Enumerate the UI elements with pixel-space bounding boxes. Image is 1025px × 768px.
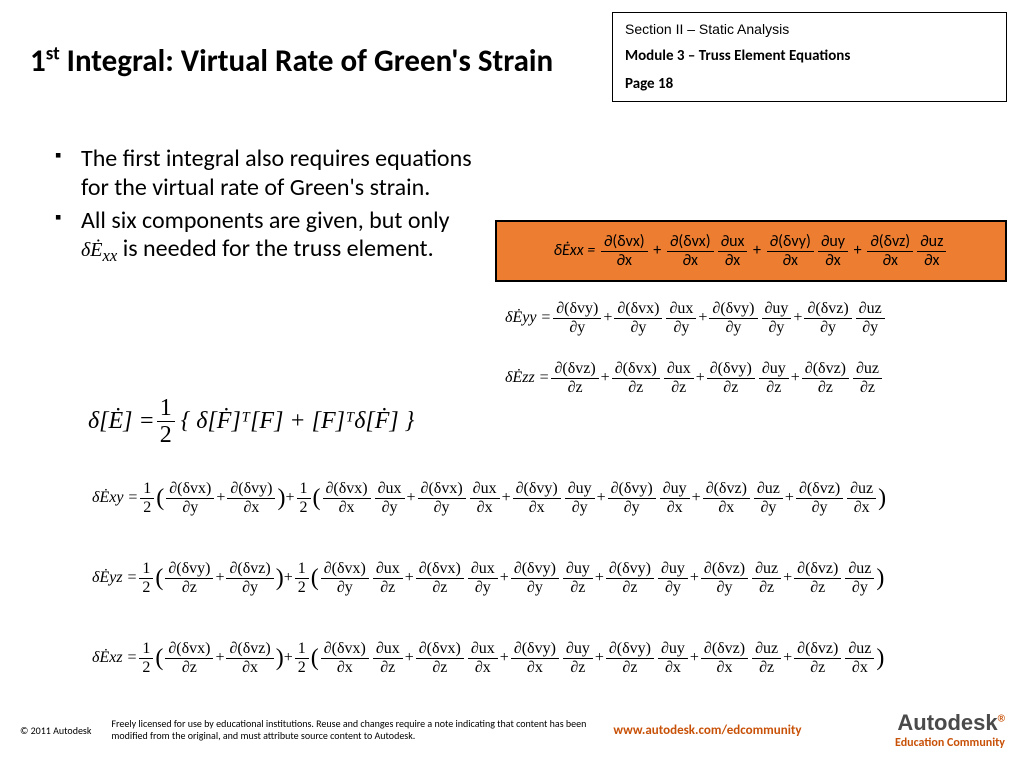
community-url[interactable]: www.autodesk.com/edcommunity [613,723,801,738]
brand-subtitle: Education Community [895,736,1005,750]
inline-equation: δĖxx [81,239,117,261]
page-label: Page 18 [625,75,994,93]
section-label: Section II – Static Analysis [625,21,994,37]
equation-eyy: δĖyy = ∂(δvy)∂y + ∂(δvx)∂y∂ux∂y + ∂(δvy)… [505,300,887,336]
module-label: Module 3 – Truss Element Equations [625,47,994,65]
header-info-box: Section II – Static Analysis Module 3 – … [612,12,1007,102]
brand-block: Autodesk® Education Community [895,710,1005,750]
bullet-item: The first integral also requires equatio… [55,145,485,203]
page-title: 1st Integral: Virtual Rate of Green's St… [30,42,553,80]
footer: © 2011 Autodesk Freely licensed for use … [0,710,1025,750]
brand-logo: Autodesk® [895,710,1005,736]
equation-exy: δĖxy = 12(∂(δvx)∂y + ∂(δvy)∂x) + 12(∂(δv… [92,480,886,516]
copyright-text: © 2011 Autodesk [20,724,91,737]
bullet-item: All six components are given, but only δ… [55,207,485,267]
equation-eyz: δĖyz = 12(∂(δvy)∂z + ∂(δvz)∂y) + 12(∂(δv… [92,560,884,596]
equation-main: δ[Ė] = 12 { δ[Ḟ]ᵀ[F] + [F]ᵀδ[Ḟ] } [88,395,414,449]
license-text: Freely licensed for use by educational i… [111,718,591,742]
bullet-list: The first integral also requires equatio… [55,145,485,270]
equation-exx: δĖxx = ∂(δvx)∂x + ∂(δvx)∂x∂ux∂x + ∂(δvy)… [554,233,949,269]
highlighted-equation-exx: δĖxx = ∂(δvx)∂x + ∂(δvx)∂x∂ux∂x + ∂(δvy)… [495,220,1007,282]
equation-exz: δĖxz = 12(∂(δvx)∂z + ∂(δvz)∂x) + 12(∂(δv… [92,640,884,676]
equation-ezz: δĖzz = ∂(δvz)∂z + ∂(δvx)∂z∂ux∂z + ∂(δvy)… [505,360,884,396]
